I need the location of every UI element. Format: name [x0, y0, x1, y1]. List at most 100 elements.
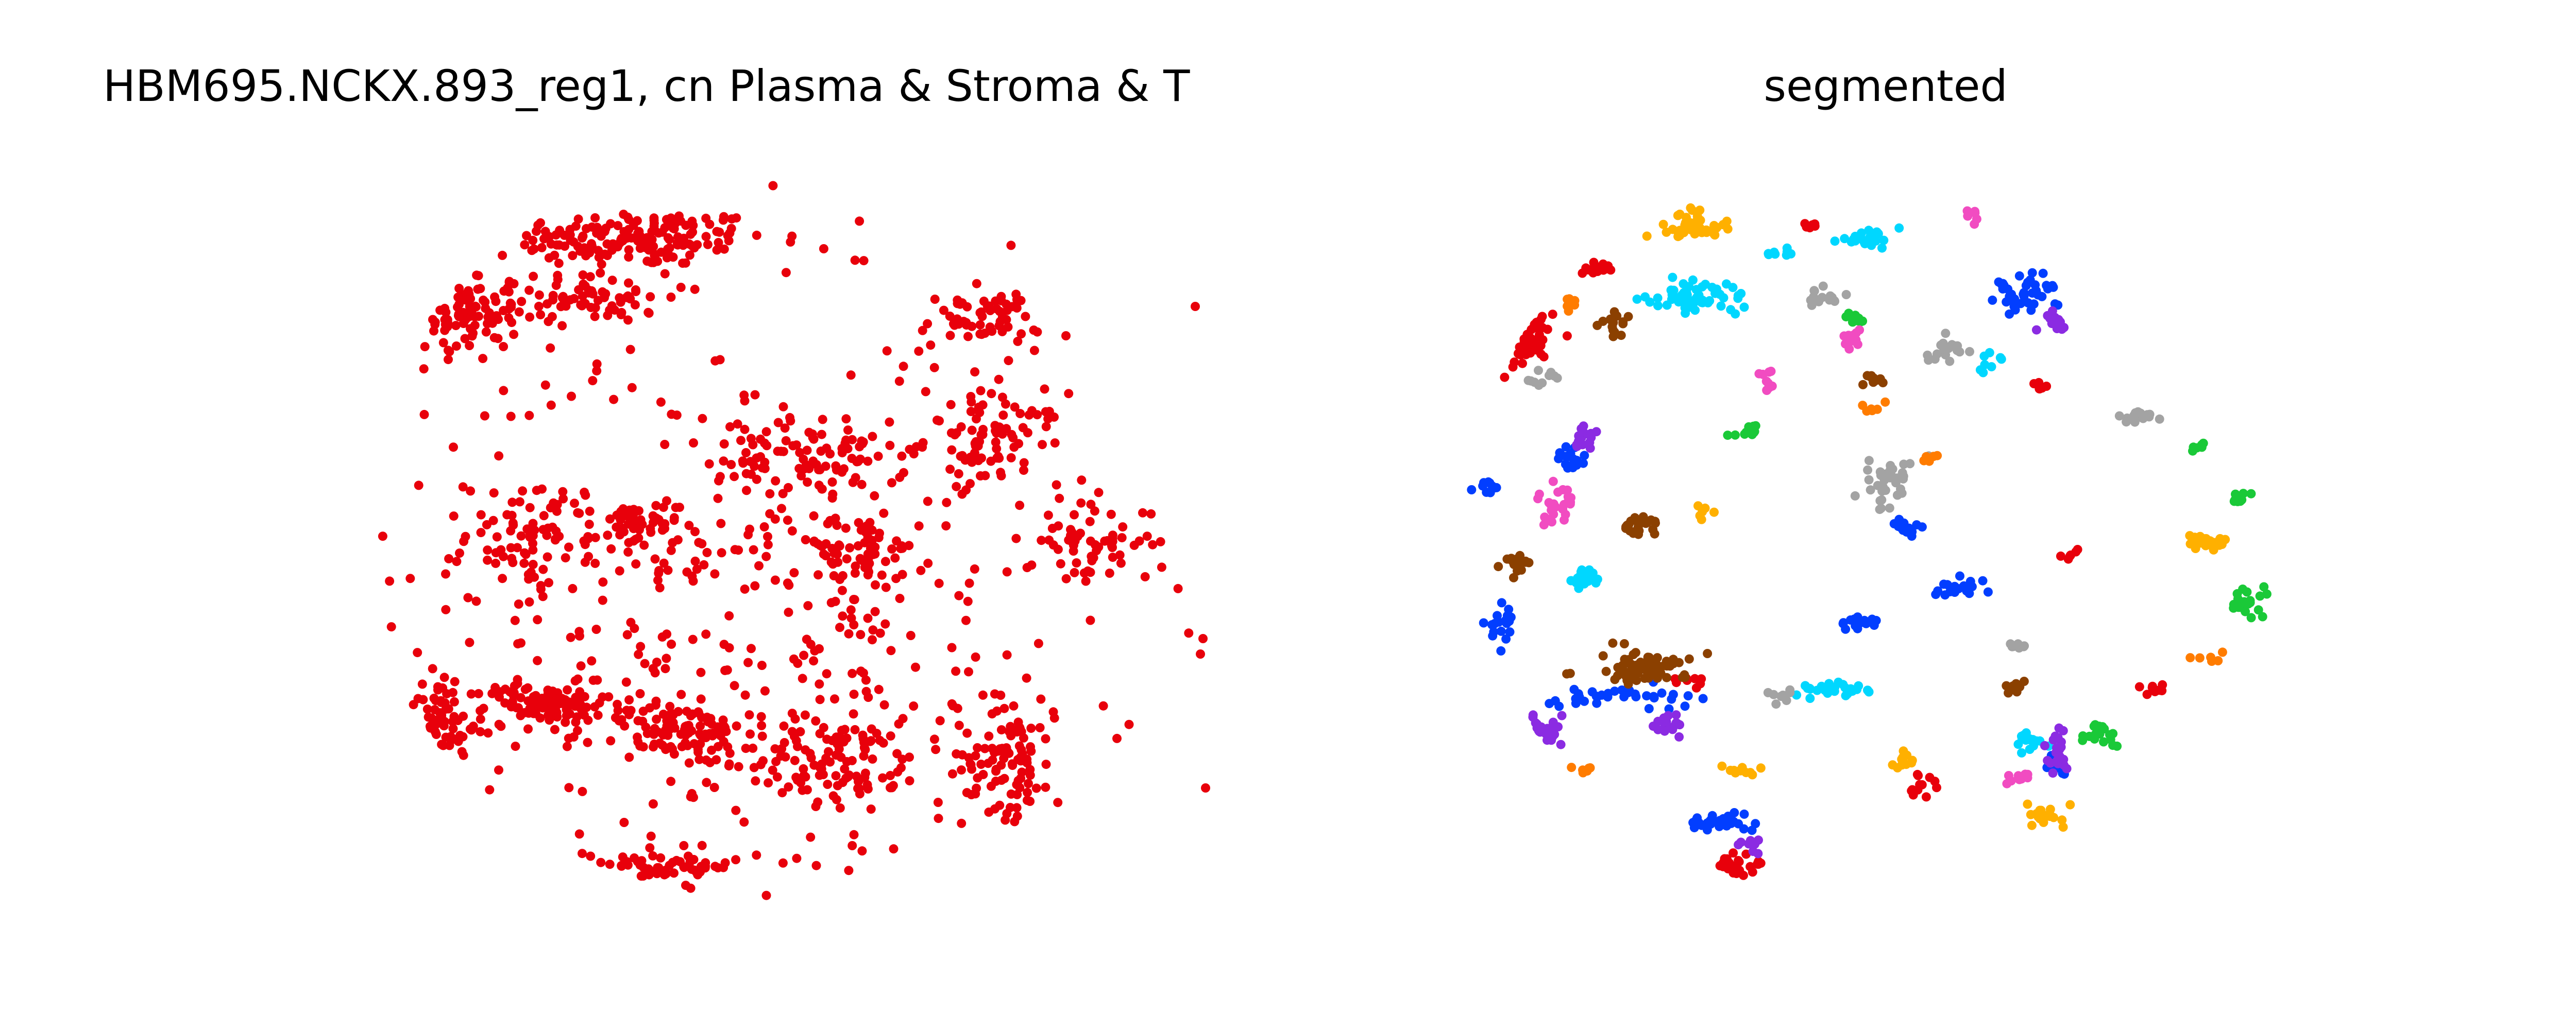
left-scatter-point [686, 883, 696, 893]
left-scatter-point [995, 317, 1005, 327]
right-scatter-point [1878, 378, 1888, 388]
right-scatter-point [2229, 599, 2239, 609]
left-scatter-point [529, 244, 539, 254]
right-scatter-point [1912, 769, 1922, 779]
left-scatter-point [957, 489, 967, 499]
left-scatter-point [580, 557, 590, 567]
right-scatter-point [1709, 507, 1719, 517]
left-scatter-point [992, 444, 1002, 454]
left-scatter-point [995, 800, 1005, 810]
right-scatter-point [1924, 355, 1934, 365]
left-scatter-point [468, 722, 478, 731]
right-scatter-point [2142, 690, 2152, 699]
right-scatter-point [1569, 684, 1579, 694]
left-scatter-point [1001, 815, 1010, 825]
left-scatter-point [803, 601, 813, 611]
left-scatter-point [573, 214, 583, 224]
right-scatter-point [1467, 485, 1477, 494]
right-scatter-point [1830, 682, 1840, 692]
left-scatter-point [483, 545, 493, 555]
right-scatter-point [1680, 673, 1690, 682]
left-scatter-point [996, 296, 1006, 306]
left-scatter-point [689, 855, 699, 864]
right-scatter-point [1817, 293, 1827, 302]
right-scatter-point [1867, 404, 1876, 414]
left-scatter-point [1024, 410, 1034, 420]
left-scatter-point [923, 496, 933, 506]
left-scatter-point [675, 857, 685, 867]
left-scatter-point [635, 689, 645, 698]
left-scatter-point [963, 596, 973, 606]
left-scatter-point [980, 744, 990, 753]
right-scatter-point [1592, 698, 1602, 708]
left-scatter-point [483, 312, 493, 322]
left-scatter-point [866, 804, 876, 814]
right-scatter-point [1668, 225, 1677, 234]
left-scatter-point [504, 287, 514, 297]
left-scatter-point [494, 719, 504, 729]
left-scatter-point [660, 664, 670, 674]
left-scatter-point [661, 869, 671, 879]
left-scatter-point [480, 411, 489, 421]
right-scatter-point [1857, 228, 1866, 238]
right-scatter-point [1996, 354, 2006, 364]
right-scatter-point [1668, 272, 1677, 282]
left-scatter-point [451, 341, 461, 351]
right-scatter-point [2058, 726, 2068, 735]
left-scatter-point [773, 447, 783, 456]
left-scatter-point [1037, 536, 1046, 545]
left-scatter-point [987, 389, 996, 399]
left-scatter-point [878, 738, 888, 748]
left-scatter-point [834, 744, 844, 754]
left-scatter-point [914, 346, 924, 356]
left-scatter-point [964, 667, 973, 677]
left-scatter-point [854, 518, 863, 527]
left-scatter-point [533, 220, 543, 230]
right-scatter-point [2056, 551, 2065, 561]
right-scatter-point [1905, 459, 1915, 469]
right-scatter-point [1851, 236, 1860, 246]
left-scatter-point [624, 225, 634, 234]
left-scatter-point [448, 717, 457, 727]
left-scatter-point [701, 629, 711, 639]
left-scatter-point [809, 434, 819, 444]
right-scatter-point [1921, 792, 1931, 802]
left-scatter-point [703, 717, 713, 727]
right-scatter-point [2009, 296, 2019, 305]
left-scatter-point [485, 785, 495, 795]
right-scatter-point [1747, 826, 1757, 835]
left-scatter-point [516, 531, 526, 541]
left-scatter-point [946, 428, 956, 438]
right-scatter-point [1852, 314, 1861, 323]
left-scatter-point [1146, 509, 1156, 519]
left-scatter-point [1086, 536, 1095, 546]
left-scatter-point [684, 720, 693, 730]
left-scatter-point [833, 557, 843, 567]
right-scatter-point [1608, 638, 1618, 648]
left-scatter-point [710, 356, 720, 366]
right-scatter-point [1632, 294, 1642, 304]
left-scatter-point [929, 363, 939, 372]
left-scatter-point [815, 729, 825, 739]
right-scatter-point [1657, 688, 1667, 698]
left-scatter-point [853, 784, 862, 793]
left-scatter-point [509, 691, 518, 700]
left-scatter-point [942, 497, 952, 507]
right-scatter-point [1534, 366, 1543, 375]
left-scatter-point [440, 303, 450, 313]
left-scatter-point [465, 341, 474, 350]
left-scatter-point [492, 311, 501, 321]
left-scatter-point [630, 300, 640, 310]
right-scatter-point [1609, 307, 1619, 317]
right-scatter-point [2025, 275, 2035, 285]
right-scatter-point [1680, 701, 1690, 711]
left-scatter-point [683, 741, 692, 750]
left-scatter-point [665, 861, 674, 870]
left-scatter-point [1118, 522, 1128, 532]
right-scatter-point [1722, 216, 1732, 226]
left-scatter-point [899, 468, 908, 477]
left-scatter-point [846, 370, 856, 380]
left-scatter-point [848, 668, 857, 678]
right-scatter-point [1734, 856, 1743, 865]
right-scatter-point [1567, 763, 1577, 772]
